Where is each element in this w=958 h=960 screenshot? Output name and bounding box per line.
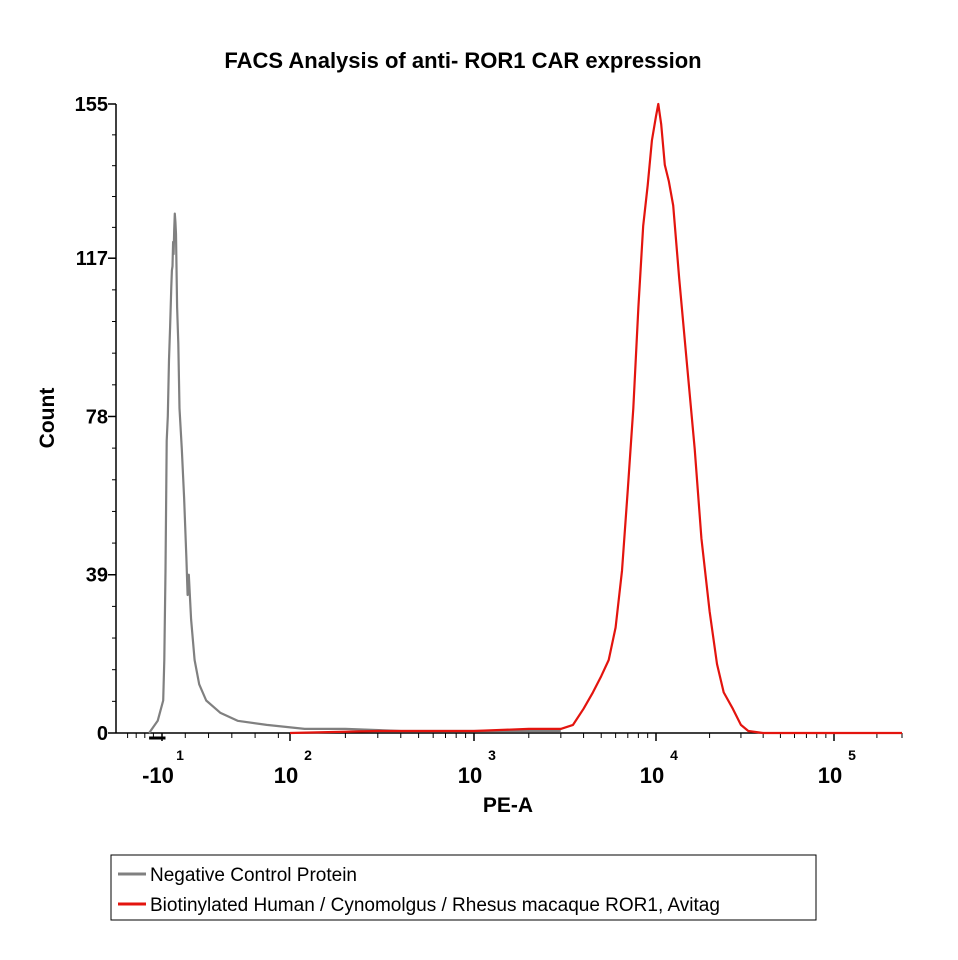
- legend-box: [110, 854, 817, 921]
- x-tick-label: 10: [818, 763, 842, 788]
- x-axis-label: PE-A: [483, 794, 533, 817]
- x-tick-label: -10: [142, 763, 174, 788]
- y-ticks: 0 39 78 117 155: [75, 94, 116, 745]
- y-tick-label: 39: [86, 565, 108, 587]
- y-tick-label: 155: [75, 94, 108, 116]
- x-minor-ticks: [127, 733, 903, 738]
- series-layer: [148, 102, 902, 735]
- x-tick-exponent: 3: [488, 747, 496, 763]
- x-tick-exponent: 1: [176, 747, 184, 763]
- x-tick-exponent: 4: [670, 747, 678, 763]
- x-tick-label: 10: [274, 763, 298, 788]
- y-axis-label: Count: [36, 388, 59, 449]
- y-minor-ticks: [112, 134, 116, 702]
- x-tick-label: 10: [458, 763, 482, 788]
- x-tick-exponent: 5: [848, 747, 856, 763]
- y-tick-label: 78: [86, 406, 108, 428]
- y-tick-label: 117: [76, 248, 108, 270]
- series-line-negative-control: [148, 212, 561, 734]
- y-tick-label: 0: [97, 723, 108, 745]
- x-tick-label: 10: [640, 763, 664, 788]
- legend: Negative Control Protein Biotinylated Hu…: [110, 854, 817, 921]
- legend-label-negative-control: Negative Control Protein: [150, 865, 357, 886]
- series-line-ror1: [289, 102, 902, 735]
- plot-area: 0 39 78 117 155 -101 10 2 10 3 10 4 10 5: [75, 94, 903, 788]
- legend-label-ror1: Biotinylated Human / Cynomolgus / Rhesus…: [150, 895, 720, 916]
- chart-title: FACS Analysis of anti- ROR1 CAR expressi…: [224, 48, 701, 73]
- x-ticks: -101 10 2 10 3 10 4 10 5: [142, 733, 856, 788]
- x-tick-exponent: 2: [304, 747, 312, 763]
